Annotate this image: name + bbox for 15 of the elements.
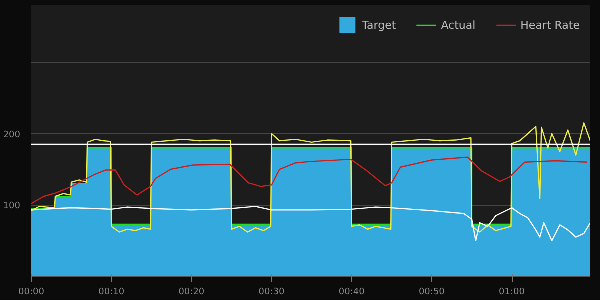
x-tick-label: 00:00 [18,288,45,298]
x-tick-label: 01:00 [499,288,526,298]
legend-label: Heart Rate [520,18,580,32]
line-series [32,206,590,242]
y-tick-label: 100 [3,202,21,212]
x-tick-label: 00:50 [418,288,446,298]
x-tick-label: 00:40 [338,288,366,298]
line-series [32,122,590,233]
x-tick-label: 00:10 [98,288,125,298]
x-tick-label: 00:30 [258,288,285,298]
y-tick-label: 200 [3,130,21,140]
legend-label: Actual [441,18,476,32]
legend-label: Target [362,18,396,32]
line-series [32,156,588,204]
x-tick-label: 00:20 [178,288,205,298]
